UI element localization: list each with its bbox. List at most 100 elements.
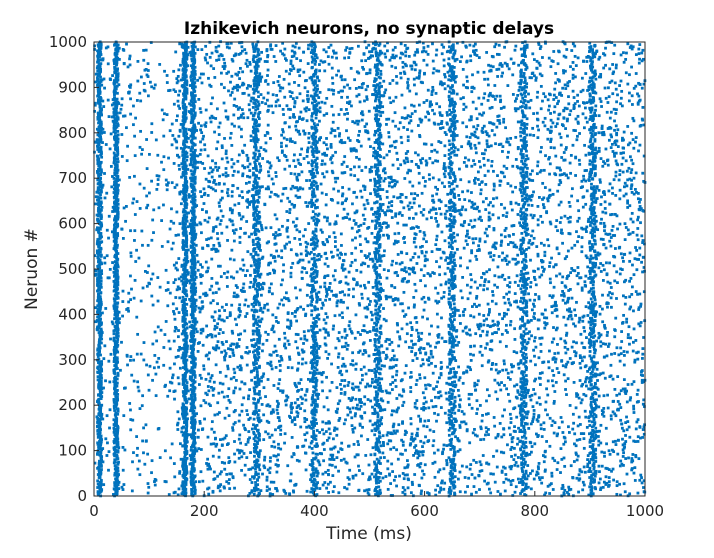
spike-point-2051 [198,421,202,425]
spike-point-4774 [401,309,405,313]
spike-point-2867 [532,388,535,391]
spike-point-726 [532,477,536,481]
spike-point-3397 [446,365,449,369]
spike-point-2020 [371,423,375,427]
spike-point-1571 [309,441,313,445]
spike-point-256 [321,172,325,176]
spike-point-3919 [397,344,401,348]
spike-point-1531 [115,442,119,446]
spike-point-3116 [299,378,303,382]
spike-point-1385 [612,450,616,454]
spike-point-4471 [193,322,197,325]
spike-point-4306 [504,329,508,332]
spike-point-2435 [397,406,400,410]
spike-point-4675 [229,313,232,317]
spike-point-2769 [339,392,343,395]
spike-point-830 [99,472,103,476]
spike-point-1108 [445,461,449,465]
spike-point-3635 [523,355,526,359]
spike-point-321 [176,493,180,497]
spike-point-932 [240,469,243,472]
spike-point-1574 [375,441,378,445]
spike-point-2335 [460,410,464,413]
spike-point-873 [150,471,153,475]
spike-point-3148 [418,376,422,380]
spike-point-2514 [452,402,456,406]
spike-point-1071 [328,463,332,467]
spike-point-4449 [396,323,399,327]
spike-point-1710 [589,435,593,439]
spike-point-996 [453,466,457,469]
spike-point-1953 [361,425,364,429]
spike-point-2189 [276,416,280,419]
spike-point-1565 [226,442,230,446]
spike-point-651 [197,480,201,484]
spike-point-2091 [327,420,331,424]
spike-point-3391 [466,365,470,369]
spike-point-1930 [517,426,520,430]
spike-point-4080 [419,337,423,341]
spike-point-2945 [255,384,259,388]
spike-point-2410 [592,407,596,410]
spike-point-4892 [166,304,170,308]
spike-point-4595 [578,316,581,320]
spike-point-2563 [358,400,362,404]
spike-point-1301 [369,453,373,457]
spike-point-598 [146,482,150,485]
spike-point-3044 [347,381,351,384]
spike-point-3674 [623,354,626,357]
spike-point-3056 [311,380,315,383]
spike-point-1653 [185,438,188,441]
spike-point-4745 [488,310,491,314]
spike-point-484 [345,487,349,491]
spike-point-671 [483,479,487,483]
spike-point-3255 [317,372,321,375]
spike-point-3222 [146,373,150,377]
spike-point-4074 [314,338,318,342]
spike-point-4592 [614,316,618,320]
spike-point-808 [243,473,247,477]
spike-point-3103 [250,378,254,382]
spike-point-4699 [304,312,308,316]
spike-point-3430 [162,363,166,367]
spike-point-1756 [594,433,598,437]
spike-point-2763 [451,392,454,396]
spike-point-4805 [302,307,305,311]
spike-point-3719 [448,352,452,356]
spike-point-489 [318,487,322,490]
spike-point-3043 [391,381,395,384]
spike-point-1047 [286,464,290,468]
spike-point-4942 [452,302,456,306]
spike-point-1938 [451,426,455,430]
spike-point-1209 [179,457,183,461]
spike-point-3463 [342,362,346,366]
spike-point-3531 [373,359,377,363]
spike-point-2502 [355,403,359,407]
spike-point-2244 [520,413,524,417]
spike-point-2987 [581,382,585,386]
spike-point-1713 [268,435,272,439]
spike-point-1835 [351,430,355,434]
spike-point-4956 [116,301,120,305]
spike-point-4170 [327,333,330,337]
spike-point-2345 [257,409,261,412]
spike-point-3185 [391,375,395,379]
spike-point-422 [253,489,257,493]
spike-point-4971 [193,301,197,305]
spike-point-3757 [636,350,640,354]
spike-point-607 [192,481,196,485]
spike-point-1392 [191,449,195,452]
spike-point-4003 [550,340,554,344]
spike-point-247 [233,440,236,443]
spike-point-1250 [591,455,595,459]
spike-point-4707 [591,312,595,316]
spike-point-1766 [624,434,627,437]
spike-point-1916 [327,427,331,431]
spike-point-3112 [400,378,404,382]
spike-point-3481 [491,362,494,365]
spike-point-2794 [516,390,520,394]
spike-point-3158 [253,376,257,380]
spike-point-1315 [146,452,150,456]
spike-point-1707 [254,435,257,439]
spike-point-3596 [453,357,456,361]
